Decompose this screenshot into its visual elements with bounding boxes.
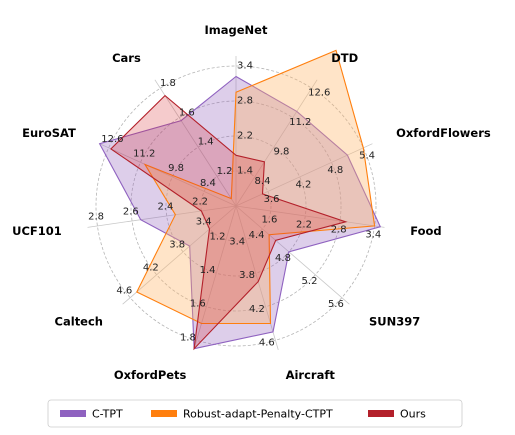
series-layer	[98, 49, 382, 351]
legend: C-TPT Robust-adapt-Penalty-CTPT Ours	[47, 399, 463, 428]
axis-label-oxfordpets: OxfordPets	[114, 368, 187, 382]
tick-ucf101-1: 2.2	[192, 197, 208, 208]
spoke-aircraft	[235, 205, 279, 351]
series-c-tpt	[98, 75, 382, 350]
tick-aircraft-3: 4.2	[249, 304, 265, 315]
tick-sun397-3: 5.2	[302, 276, 318, 287]
tick-oxfordflowers-2: 4.2	[295, 180, 311, 191]
tick-dtd-1: 8.4	[255, 176, 271, 187]
axis-label-sun397: SUN397	[369, 314, 420, 328]
tick-caltech-3: 4.2	[143, 263, 159, 274]
tick-cars-3: 1.6	[179, 107, 195, 118]
tick-dtd-4: 12.6	[308, 88, 330, 99]
legend-box	[47, 399, 463, 428]
legend-item-c-tpt: C-TPT	[60, 408, 123, 421]
spoke-food	[235, 205, 385, 228]
spoke-dtd	[235, 79, 318, 207]
grid-ring-3	[130, 100, 342, 312]
tick-ucf101-3: 2.6	[123, 207, 139, 218]
tick-caltech-4: 4.6	[116, 285, 132, 296]
tick-sun397-1: 4.4	[249, 230, 265, 241]
legend-swatch-robust-adapt-penalty-ctpt	[151, 410, 177, 417]
legend-label-c-tpt: C-TPT	[92, 408, 123, 421]
spoke-caltech	[122, 205, 237, 305]
tick-ucf101-2: 2.4	[157, 202, 173, 213]
tick-eurosat-3: 11.2	[133, 149, 155, 160]
axis-label-imagenet: ImageNet	[205, 23, 268, 37]
axis-label-eurosat: EuroSAT	[22, 126, 76, 140]
tick-aircraft-1: 3.4	[229, 237, 245, 248]
tick-food-1: 1.6	[261, 214, 277, 225]
tick-caltech-1: 3.4	[196, 217, 212, 228]
spoke-eurosat	[99, 143, 237, 207]
legend-item-ours: Ours	[368, 408, 426, 421]
tick-imagenet-2: 2.2	[237, 131, 253, 142]
grid-ring-1	[200, 170, 272, 242]
tick-oxfordpets-3: 1.6	[190, 299, 206, 310]
axis-label-caltech: Caltech	[55, 314, 103, 328]
tick-cars-4: 1.8	[160, 78, 176, 89]
axis-label-dtd: DTD	[331, 51, 358, 65]
legend-label-ours: Ours	[400, 408, 426, 421]
tick-eurosat-1: 8.4	[200, 178, 216, 189]
radar-grid	[87, 56, 385, 351]
spoke-oxfordpets	[193, 205, 237, 351]
grid-ring-2	[165, 135, 307, 277]
axis-label-cars: Cars	[112, 51, 141, 65]
series-robust-adapt-penalty-ctpt	[136, 49, 376, 325]
tick-aircraft-4: 4.6	[259, 337, 275, 348]
tick-dtd-2: 9.8	[273, 147, 289, 158]
series-ours	[110, 94, 348, 351]
legend-item-robust-adapt-penalty-ctpt: Robust-adapt-Penalty-CTPT	[151, 408, 333, 421]
spoke-oxfordflowers	[235, 143, 373, 207]
tick-imagenet-3: 2.8	[237, 96, 253, 107]
axis-label-oxfordflowers: OxfordFlowers	[396, 126, 491, 140]
tick-food-3: 2.8	[331, 224, 347, 235]
tick-sun397-2: 4.8	[275, 253, 291, 264]
tick-oxfordflowers-4: 5.4	[359, 151, 375, 162]
tick-oxfordpets-2: 1.4	[200, 265, 216, 276]
tick-oxfordflowers-3: 4.8	[327, 165, 343, 176]
axis-label-aircraft: Aircraft	[286, 368, 336, 382]
tick-eurosat-4: 12.6	[101, 134, 123, 145]
tick-food-2: 2.2	[296, 219, 312, 230]
axis-label-food: Food	[410, 224, 441, 238]
legend-label-robust-adapt-penalty-ctpt: Robust-adapt-Penalty-CTPT	[183, 408, 333, 421]
legend-swatch-ours	[368, 410, 394, 417]
tick-sun397-4: 5.6	[328, 299, 344, 310]
grid-ring-4	[95, 65, 377, 347]
tick-oxfordflowers-1: 3.6	[264, 194, 280, 205]
tick-cars-1: 1.2	[217, 166, 233, 177]
axis-labels: ImageNet DTD OxfordFlowers Food SUN397 Aircra…	[12, 23, 491, 382]
tick-eurosat-2: 9.8	[168, 163, 184, 174]
spoke-sun397	[235, 205, 350, 305]
tick-oxfordpets-4: 1.8	[180, 332, 196, 343]
tick-ucf101-4: 2.8	[88, 212, 104, 223]
legend-swatch-c-tpt	[60, 410, 86, 417]
tick-caltech-2: 3.8	[169, 240, 185, 251]
axis-label-ucf101: UCF101	[12, 224, 62, 238]
tick-dtd-3: 11.2	[289, 117, 311, 128]
spoke-cars	[154, 79, 237, 207]
tick-oxfordpets-1: 1.2	[210, 232, 226, 243]
tick-labels: 1.4 2.2 2.8 3.4 8.4 9.8 11.2 12.6 3.6 4.2 4.8 5.4 1.…	[88, 61, 381, 349]
tick-aircraft-2: 3.8	[239, 270, 255, 281]
tick-food-4: 3.4	[365, 229, 381, 240]
tick-imagenet-4: 3.4	[237, 61, 253, 72]
tick-cars-2: 1.4	[198, 137, 214, 148]
tick-imagenet-1: 1.4	[237, 166, 253, 177]
spoke-ucf101	[87, 205, 237, 228]
